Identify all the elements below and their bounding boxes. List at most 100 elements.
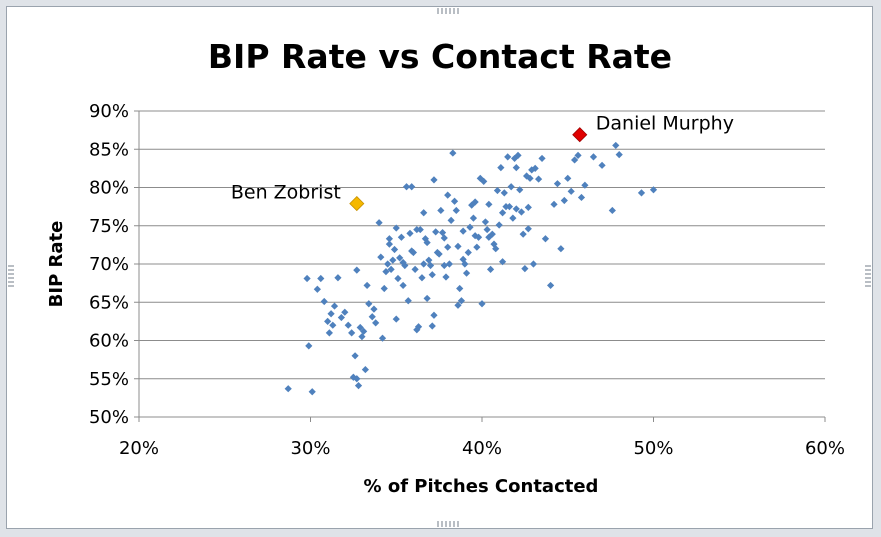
resize-handle-bottom[interactable] (437, 521, 459, 527)
data-point (382, 268, 390, 276)
data-point (480, 177, 488, 185)
data-point (421, 235, 430, 243)
data-point (361, 365, 369, 374)
data-point (538, 154, 546, 163)
data-point (317, 274, 325, 283)
y-tick-label: 50% (89, 407, 129, 428)
data-point (564, 174, 572, 182)
data-point (330, 302, 339, 310)
data-point (557, 245, 565, 253)
data-point (521, 264, 529, 273)
data-point (341, 308, 349, 316)
data-point (358, 333, 366, 341)
data-point (363, 281, 371, 290)
data-point (452, 206, 460, 215)
data-point (356, 323, 364, 332)
data-point (447, 216, 455, 224)
data-point (474, 233, 483, 241)
data-point (370, 305, 378, 313)
data-point (531, 164, 539, 172)
data-point (459, 227, 467, 235)
data-point (468, 201, 476, 209)
data-point (445, 260, 454, 268)
resize-handle-left[interactable] (8, 265, 14, 287)
data-point (354, 382, 363, 390)
data-point (612, 141, 620, 150)
data-point (512, 205, 520, 213)
data-point (284, 385, 292, 393)
data-point (411, 265, 419, 273)
data-point (440, 261, 448, 270)
data-point (571, 156, 579, 164)
data-point (353, 266, 361, 274)
data-point (385, 235, 393, 243)
data-point (589, 153, 598, 161)
annotation-label: Daniel Murphy (596, 113, 734, 135)
data-point (313, 285, 321, 293)
y-axis-title: BIP Rate (46, 221, 67, 308)
data-point (408, 183, 416, 191)
highlight-point-daniel-murphy (572, 127, 588, 143)
data-point (459, 255, 467, 264)
x-tick-label: 50% (633, 438, 673, 459)
data-point (390, 245, 399, 254)
data-point (438, 229, 447, 237)
x-axis-title: % of Pitches Contacted (364, 476, 599, 497)
data-point (385, 240, 393, 248)
y-tick-label: 70% (89, 254, 129, 275)
data-point (534, 175, 543, 183)
data-point (353, 375, 361, 383)
resize-handle-right[interactable] (865, 265, 871, 287)
annotations: Ben Zobrist Daniel Murphy (231, 113, 734, 204)
data-point (486, 265, 495, 273)
data-point (471, 198, 479, 206)
data-point (334, 274, 342, 282)
data-point (428, 322, 436, 330)
gridlines (138, 110, 825, 418)
data-point (512, 164, 520, 172)
data-point (377, 253, 385, 261)
data-point (380, 284, 388, 293)
data-point (423, 238, 431, 247)
chart-title: BIP Rate vs Contact Rate (208, 37, 672, 76)
x-tick-label: 20% (119, 438, 159, 459)
data-point (444, 243, 452, 251)
data-point (406, 229, 414, 237)
data-point (348, 329, 356, 337)
data-point (476, 174, 484, 182)
data-point (473, 243, 481, 251)
data-point (432, 228, 440, 236)
data-point (440, 234, 448, 242)
resize-handle-top[interactable] (437, 8, 459, 14)
data-point (444, 191, 452, 199)
data-point (430, 176, 438, 184)
data-point (485, 200, 493, 208)
x-axis-ticks: 20% 30% 40% 50% 60% (119, 417, 845, 459)
data-point (547, 281, 555, 290)
data-point (493, 186, 502, 195)
data-point (372, 319, 380, 327)
data-point (394, 274, 402, 283)
data-point (560, 196, 568, 205)
y-tick-label: 85% (89, 139, 129, 160)
data-point (401, 261, 409, 270)
data-point (365, 300, 373, 308)
data-point (396, 254, 404, 262)
data-point (351, 352, 359, 360)
y-axis-ticks: 50% 55% 60% 65% 70% 75% 80% 85% 90% (89, 101, 139, 428)
data-point (375, 219, 383, 227)
data-point (567, 187, 575, 195)
data-point (423, 294, 431, 303)
data-point (529, 260, 538, 268)
data-point (485, 233, 493, 241)
data-point (519, 230, 527, 238)
data-point (324, 317, 332, 325)
data-point (509, 214, 517, 222)
data-point (325, 329, 333, 337)
data-point (449, 149, 457, 157)
data-point (442, 273, 450, 281)
x-tick-label: 60% (805, 438, 845, 459)
data-point (454, 301, 462, 309)
data-point (466, 223, 474, 231)
data-point (413, 326, 421, 334)
